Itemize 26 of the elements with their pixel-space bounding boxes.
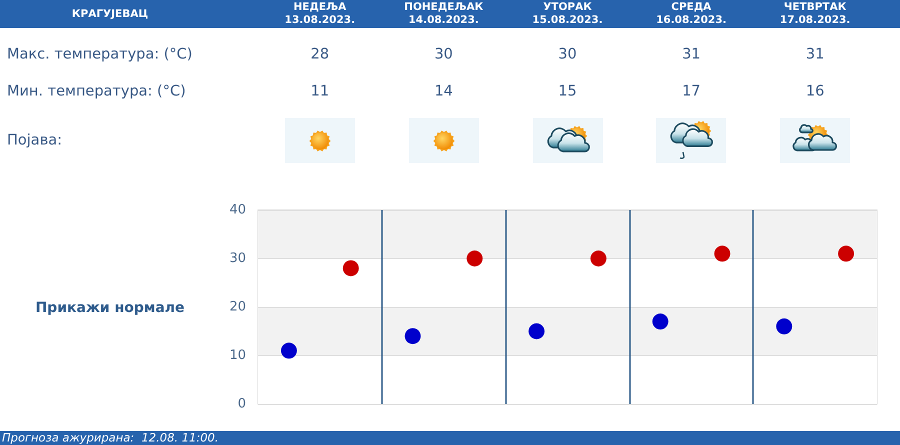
y-tick-label: 0 [238, 396, 246, 412]
text: СРЕДА 16.08.2023. [656, 1, 727, 27]
text: Мин. температура: (°C) [7, 84, 186, 100]
data-label: 30 [434, 46, 453, 64]
data-label: 28 [310, 46, 330, 64]
text: ПОНЕДЕЉАК 14.08.2023. [404, 1, 484, 27]
text: Прикажи нормале [35, 300, 185, 316]
data-label: 17 [682, 84, 701, 100]
y-tick-label: 30 [229, 251, 246, 266]
text: КРАГУЈЕВАЦ [72, 8, 148, 20]
data-label: 31 [682, 46, 701, 64]
data-label: 11 [310, 84, 330, 100]
data-label: 14 [434, 84, 453, 100]
text: НЕДЕЉА 13.08.2023. [284, 1, 356, 27]
text: ЧЕТВРТАК 17.08.2023. [780, 1, 850, 27]
text: Прогноза ажурирана: 12.08. 11:00. [2, 430, 219, 445]
data-label: 31 [806, 46, 824, 64]
y-tick-label: 20 [229, 300, 246, 314]
text: Појава: [7, 132, 62, 150]
data-label: 15 [558, 84, 577, 100]
y-tick-label: 40 [229, 202, 246, 218]
y-tick-label: 10 [229, 348, 246, 363]
text: УТОРАК 15.08.2023. [532, 1, 603, 27]
data-label: 30 [558, 46, 577, 64]
text: Макс. температура: (°C) [7, 46, 192, 64]
data-label: 16 [806, 84, 824, 100]
